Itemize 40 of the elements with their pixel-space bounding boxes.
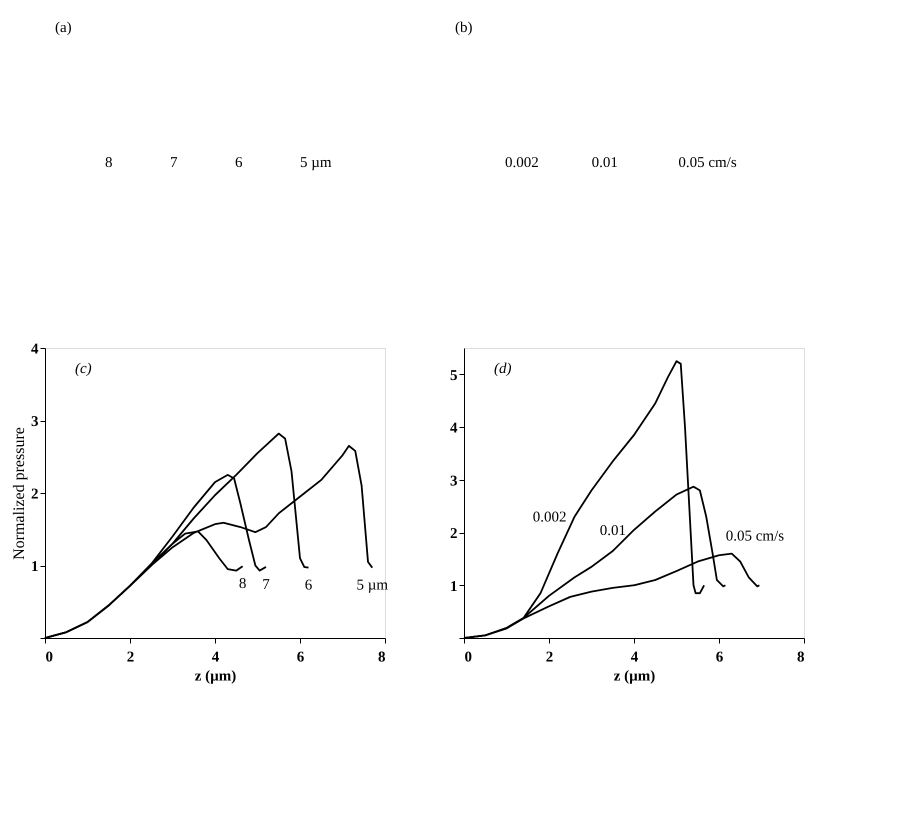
y-tick-label: 1 (450, 578, 458, 595)
x-tick-label: 2 (126, 650, 134, 666)
x-tick-label: 0 (46, 650, 53, 666)
x-tick-label: 0 (464, 650, 472, 666)
text: 0.002 (505, 155, 539, 171)
series-label: 8 (238, 576, 246, 592)
y-tick-label: 4 (31, 342, 39, 358)
y-tick-label: 3 (450, 473, 458, 490)
series-label: 0.01 (600, 522, 626, 539)
text: 0.01 (592, 155, 618, 171)
x-tick-label: 8 (797, 650, 804, 666)
x-tick-label: 4 (212, 650, 220, 666)
y-tick-label: 2 (450, 526, 458, 542)
x-axis-title: z (µm) (614, 668, 656, 684)
series-label: 5 µm (356, 578, 388, 594)
text: 5 µm (300, 155, 332, 171)
x-tick-label: 2 (546, 650, 554, 666)
series-label: 0.05 cm/s (726, 528, 784, 545)
series-label: 0.002 (532, 510, 566, 526)
annotation: (c) (75, 361, 92, 377)
text: 0.05 cm/s (678, 155, 737, 171)
y-axis-title: Normalized pressure (11, 427, 28, 560)
y-tick-label: 2 (31, 486, 38, 502)
x-tick-label: 6 (296, 650, 305, 666)
y-tick-label: 5 (450, 368, 458, 384)
x-tick-label: 6 (716, 650, 724, 666)
series-label: 7 (262, 576, 270, 593)
x-axis-title: z (µm) (194, 668, 236, 684)
y-tick-label: 1 (31, 559, 38, 575)
x-tick-label: 8 (378, 650, 386, 666)
series-label: 6 (304, 578, 313, 594)
text: 8 (105, 155, 112, 171)
text: (a) (55, 20, 72, 36)
x-tick-label: 4 (630, 650, 639, 666)
y-tick-label: 4 (450, 420, 458, 437)
text: 7 (170, 155, 178, 171)
y-tick-label: 3 (31, 414, 38, 430)
text: 6 (235, 155, 243, 171)
text: (b) (455, 20, 472, 36)
annotation: (d) (494, 361, 512, 377)
